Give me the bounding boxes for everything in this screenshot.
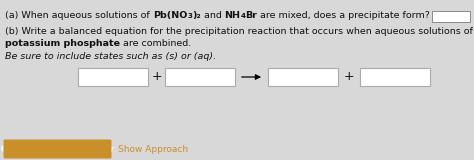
Text: are combined.: are combined. bbox=[120, 39, 191, 48]
Text: +: + bbox=[344, 71, 354, 84]
Text: (b) Write a balanced equation for the precipitation reaction that occurs when aq: (b) Write a balanced equation for the pr… bbox=[5, 27, 474, 36]
FancyBboxPatch shape bbox=[78, 68, 148, 86]
Text: (b) Write a balanced equation for the precipitation reaction that occurs when aq: (b) Write a balanced equation for the pr… bbox=[5, 27, 474, 36]
Text: ▾: ▾ bbox=[465, 13, 468, 20]
Text: 4: 4 bbox=[240, 13, 246, 19]
Text: Br: Br bbox=[246, 11, 257, 20]
FancyBboxPatch shape bbox=[360, 68, 430, 86]
Text: )₂: )₂ bbox=[192, 11, 201, 20]
FancyBboxPatch shape bbox=[432, 11, 470, 22]
Text: Pb(NO: Pb(NO bbox=[153, 11, 187, 20]
Text: 3: 3 bbox=[187, 13, 192, 19]
FancyBboxPatch shape bbox=[268, 68, 338, 86]
Text: +: + bbox=[151, 71, 162, 84]
Text: Show Approach: Show Approach bbox=[118, 144, 188, 153]
Text: NH: NH bbox=[225, 11, 240, 20]
Text: (a) When aqueous solutions of: (a) When aqueous solutions of bbox=[5, 11, 153, 20]
Text: potassium phosphate: potassium phosphate bbox=[5, 39, 120, 48]
Text: potassium phosphate: potassium phosphate bbox=[5, 39, 120, 48]
FancyBboxPatch shape bbox=[3, 140, 111, 159]
Text: Check & Submit Answer: Check & Submit Answer bbox=[1, 144, 114, 153]
Text: and: and bbox=[201, 11, 225, 20]
Text: are mixed, does a precipitate form?: are mixed, does a precipitate form? bbox=[257, 11, 430, 20]
Text: Be sure to include states such as (s) or (aq).: Be sure to include states such as (s) or… bbox=[5, 52, 216, 61]
FancyBboxPatch shape bbox=[165, 68, 235, 86]
